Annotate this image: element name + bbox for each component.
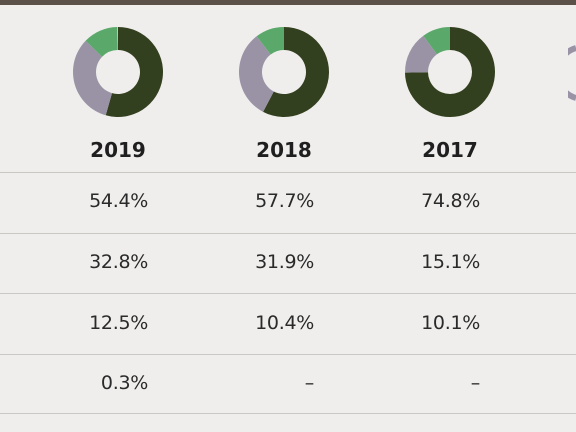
donut-slice <box>263 27 329 117</box>
table-divider <box>0 233 576 234</box>
table-cell: 10.1% <box>421 312 480 334</box>
donut-slice <box>72 40 112 116</box>
partial-donut-edge <box>554 42 576 102</box>
table-divider <box>0 293 576 294</box>
donut-slice <box>85 27 118 57</box>
year-header-2018: 2018 <box>256 138 312 162</box>
table-cell: 12.5% <box>89 312 148 334</box>
top-bar <box>0 0 576 5</box>
table-cell: 54.4% <box>89 190 148 212</box>
table-divider <box>0 354 576 355</box>
table-cell: 74.8% <box>421 190 480 212</box>
table-cell: 0.3% <box>100 372 148 394</box>
donut-chart-2018 <box>238 26 330 118</box>
year-header-2019: 2019 <box>90 138 146 162</box>
donut-slice <box>405 27 495 118</box>
donut-slice <box>117 27 118 51</box>
donut-chart-2019 <box>72 26 164 118</box>
donut-slice <box>238 36 274 112</box>
table-cell: 57.7% <box>255 190 314 212</box>
donut-slice <box>256 27 284 55</box>
table-cell: 32.8% <box>89 251 148 273</box>
table-cell: 15.1% <box>421 251 480 273</box>
table-divider <box>0 172 576 173</box>
table-cell: 31.9% <box>255 251 314 273</box>
donut-slice <box>423 27 450 55</box>
table-cell: – <box>470 372 481 394</box>
table-cell: 10.4% <box>255 312 314 334</box>
table-divider <box>0 413 576 414</box>
year-header-2017: 2017 <box>422 138 478 162</box>
table-cell: – <box>304 372 315 394</box>
donut-slice <box>405 35 437 73</box>
donut-chart-2017 <box>404 26 496 118</box>
donut-slice <box>105 27 163 117</box>
